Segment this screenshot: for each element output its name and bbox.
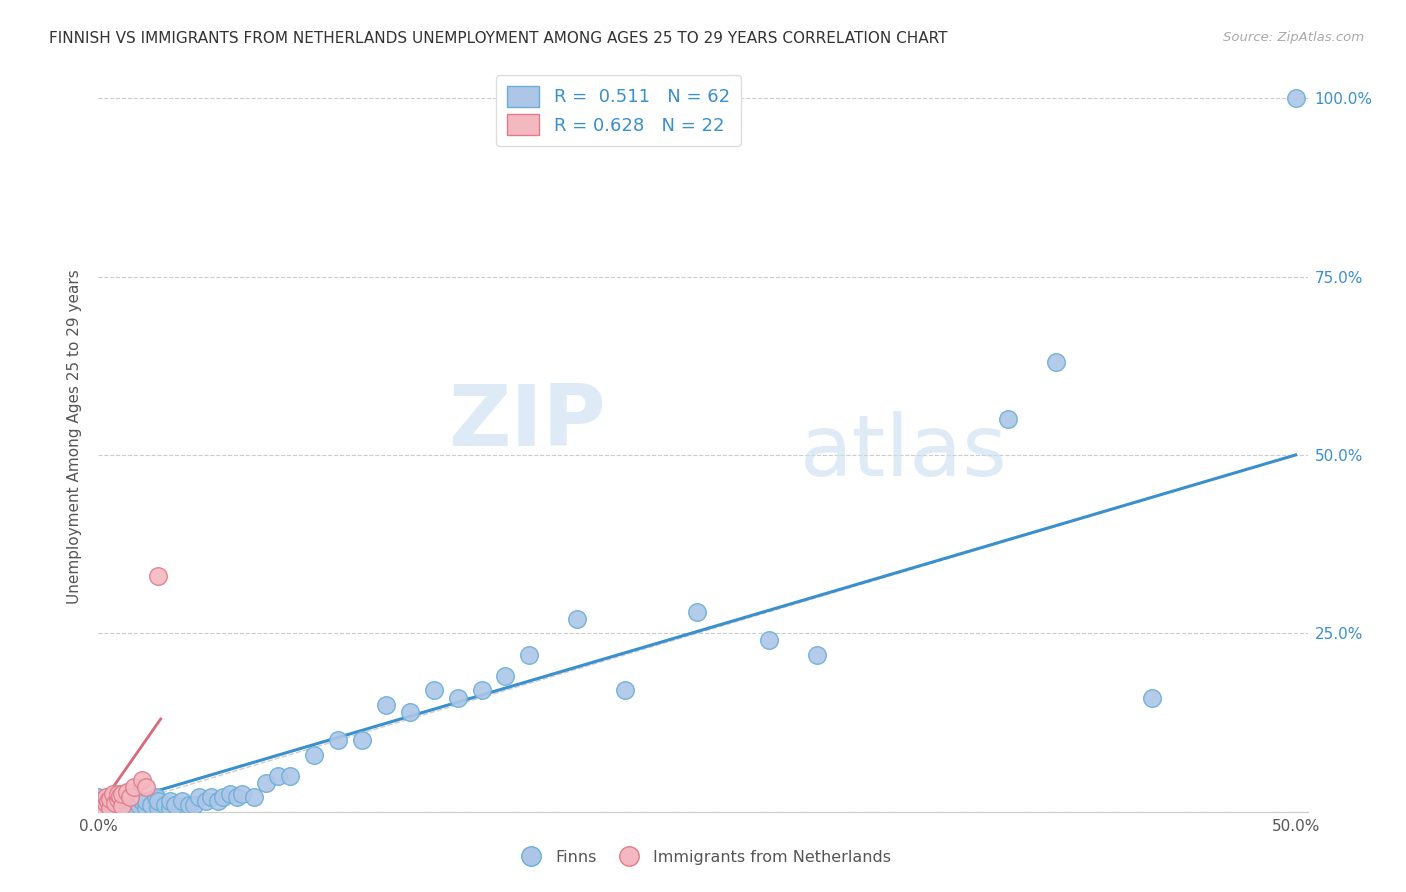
Point	[87, 801, 110, 815]
Point	[100, 799, 122, 814]
Point	[159, 794, 181, 808]
Point	[179, 797, 201, 812]
Point	[446, 690, 468, 705]
Point	[118, 790, 141, 805]
Point	[159, 801, 181, 815]
Point	[212, 790, 235, 805]
Point	[87, 797, 110, 812]
Text: Source: ZipAtlas.com: Source: ZipAtlas.com	[1223, 31, 1364, 45]
Point	[111, 801, 134, 815]
Point	[87, 801, 110, 815]
Point	[87, 797, 110, 812]
Point	[107, 787, 129, 801]
Text: FINNISH VS IMMIGRANTS FROM NETHERLANDS UNEMPLOYMENT AMONG AGES 25 TO 29 YEARS CO: FINNISH VS IMMIGRANTS FROM NETHERLANDS U…	[49, 31, 948, 46]
Point	[135, 780, 157, 794]
Point	[243, 790, 266, 805]
Point	[87, 794, 110, 808]
Point	[614, 683, 637, 698]
Point	[111, 790, 134, 805]
Point	[1045, 355, 1067, 369]
Point	[188, 790, 211, 805]
Point	[108, 789, 131, 803]
Point	[148, 569, 170, 583]
Point	[267, 769, 290, 783]
Point	[226, 790, 249, 805]
Point	[115, 797, 138, 812]
Point	[94, 790, 117, 805]
Point	[495, 669, 517, 683]
Point	[100, 792, 122, 806]
Point	[94, 801, 117, 815]
Point	[128, 797, 150, 812]
Point	[115, 785, 138, 799]
Point	[398, 705, 420, 719]
Point	[350, 733, 373, 747]
Point	[104, 796, 127, 810]
Text: ZIP: ZIP	[449, 381, 606, 464]
Point	[278, 769, 301, 783]
Point	[806, 648, 828, 662]
Point	[567, 612, 589, 626]
Point	[124, 790, 146, 805]
Point	[1284, 91, 1306, 105]
Point	[231, 787, 253, 801]
Point	[1140, 690, 1163, 705]
Point	[97, 794, 120, 808]
Point	[374, 698, 396, 712]
Point	[254, 776, 277, 790]
Point	[163, 797, 186, 812]
Point	[758, 633, 780, 648]
Point	[148, 801, 170, 815]
Point	[183, 797, 205, 812]
Point	[148, 794, 170, 808]
Point	[107, 797, 129, 812]
Point	[91, 799, 114, 814]
Point	[87, 790, 110, 805]
Point	[100, 801, 122, 815]
Y-axis label: Unemployment Among Ages 25 to 29 years: Unemployment Among Ages 25 to 29 years	[67, 269, 83, 605]
Point	[519, 648, 541, 662]
Point	[195, 794, 218, 808]
Point	[124, 801, 146, 815]
Point	[111, 799, 134, 814]
Point	[131, 794, 153, 808]
Point	[139, 797, 162, 812]
Point	[124, 780, 146, 794]
Point	[100, 790, 122, 805]
Point	[101, 787, 124, 801]
Point	[104, 794, 127, 808]
Text: atlas: atlas	[800, 410, 1008, 493]
Point	[118, 794, 141, 808]
Legend: Finns, Immigrants from Netherlands: Finns, Immigrants from Netherlands	[509, 844, 897, 871]
Point	[422, 683, 444, 698]
Point	[172, 794, 194, 808]
Point	[101, 797, 124, 812]
Point	[326, 733, 349, 747]
Point	[470, 683, 492, 698]
Point	[145, 790, 167, 805]
Point	[302, 747, 325, 762]
Point	[111, 787, 134, 801]
Point	[200, 790, 222, 805]
Point	[135, 801, 157, 815]
Point	[686, 605, 709, 619]
Point	[131, 772, 153, 787]
Point	[219, 787, 242, 801]
Point	[207, 794, 229, 808]
Point	[97, 794, 120, 808]
Point	[135, 794, 157, 808]
Point	[997, 412, 1019, 426]
Point	[155, 797, 177, 812]
Point	[94, 796, 117, 810]
Point	[107, 792, 129, 806]
